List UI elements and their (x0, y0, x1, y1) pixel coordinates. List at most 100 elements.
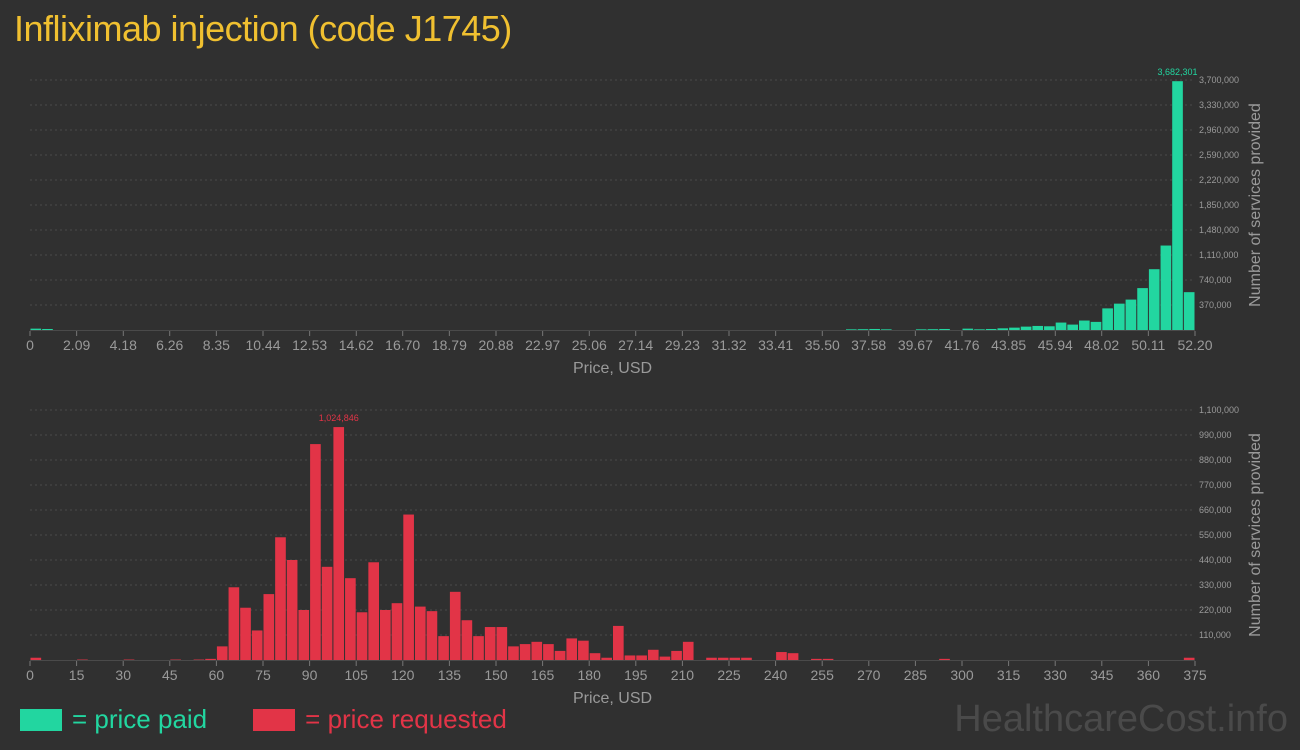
bar (240, 607, 251, 660)
x-tick-label: 52.20 (1177, 337, 1212, 353)
watermark: HealthcareCost.info (954, 698, 1288, 740)
x-tick-label: 29.23 (665, 337, 700, 353)
x-tick-label: 33.41 (758, 337, 793, 353)
bar (846, 329, 857, 331)
x-tick-label: 35.50 (805, 337, 840, 353)
bar (811, 658, 822, 660)
bar (915, 329, 927, 331)
x-tick-label: 315 (997, 667, 1021, 683)
y-tick-label: 2,220,000 (1199, 175, 1239, 185)
y-tick-label: 770,000 (1199, 480, 1232, 490)
bar (613, 625, 624, 660)
y-tick-label: 330,000 (1199, 580, 1232, 590)
x-tick-label: 15 (69, 667, 85, 683)
bar (426, 611, 438, 660)
bar (473, 636, 484, 660)
bar (787, 653, 799, 660)
bar (1172, 81, 1183, 330)
bar (333, 427, 345, 660)
bar (1044, 326, 1055, 330)
x-tick-label: 22.97 (525, 337, 560, 353)
bar (717, 657, 729, 660)
bar (1067, 324, 1078, 330)
bar (822, 658, 834, 660)
y-tick-label: 1,100,000 (1199, 405, 1239, 415)
bar (939, 328, 950, 330)
bar (985, 328, 997, 330)
x-tick-label: 4.18 (110, 337, 137, 353)
bar (30, 657, 42, 660)
x-tick-label: 330 (1044, 667, 1068, 683)
bar (857, 329, 869, 331)
x-tick-label: 45 (162, 667, 178, 683)
bar (543, 644, 554, 660)
x-tick-label: 31.32 (711, 337, 746, 353)
bar (345, 578, 356, 660)
x-tick-label: 6.26 (156, 337, 183, 353)
y-tick-label: 2,590,000 (1199, 150, 1239, 160)
bar (939, 658, 950, 660)
bar (776, 652, 787, 660)
x-tick-label: 50.11 (1131, 337, 1165, 353)
bar (1009, 327, 1020, 330)
bar (356, 612, 368, 660)
bar (647, 649, 659, 660)
bar (263, 594, 275, 660)
bar (275, 537, 286, 660)
x-axis-label: Price, USD (573, 360, 652, 377)
bar (42, 328, 53, 330)
x-tick-label: 43.85 (991, 337, 1026, 353)
price-requested-histogram: 110,000 220,000 330,000 440,000 550,000 660,0… (26, 405, 1264, 707)
legend-swatch-paid (20, 708, 62, 731)
y-tick-label: 1,110,000 (1199, 250, 1238, 260)
bar (927, 329, 939, 331)
y-tick-label: 2,960,000 (1199, 125, 1239, 135)
y-axis-label: Number of services provided (1247, 433, 1264, 637)
x-tick-label: 195 (624, 667, 648, 683)
x-tick-label: 360 (1137, 667, 1161, 683)
x-tick-label: 90 (302, 667, 318, 683)
bar (461, 620, 473, 660)
x-tick-label: 225 (717, 667, 741, 683)
bar (403, 514, 414, 660)
x-tick-label: 270 (857, 667, 881, 683)
x-tick-label: 30 (115, 667, 131, 683)
y-tick-label: 740,000 (1199, 275, 1232, 285)
legend-swatch-requested (253, 708, 296, 731)
x-tick-label: 10.44 (245, 337, 280, 353)
bar (974, 329, 985, 331)
y-tick-label: 3,700,000 (1199, 75, 1239, 85)
x-tick-label: 75 (255, 667, 271, 683)
bar (1183, 292, 1195, 330)
bar (414, 606, 426, 660)
y-tick-label: 1,850,000 (1199, 200, 1239, 210)
legend-item-requested: = price requested (253, 704, 507, 735)
bar (391, 603, 403, 660)
bar (869, 328, 880, 330)
bar (1183, 657, 1195, 660)
max-value-label: 3,682,301 (1158, 67, 1198, 77)
bar (601, 657, 612, 660)
x-tick-label: 41.76 (944, 337, 979, 353)
x-tick-label: 18.79 (432, 337, 467, 353)
legend-label-requested: = price requested (305, 704, 507, 734)
y-tick-label: 220,000 (1199, 605, 1232, 615)
y-tick-label: 1,480,000 (1199, 225, 1239, 235)
bar (589, 653, 601, 660)
x-tick-label: 16.70 (385, 337, 420, 353)
bar (1148, 269, 1160, 330)
price-paid-histogram: 370,000 740,000 1,110,000 1,480,000 1,850,00… (26, 67, 1264, 377)
bar (706, 657, 717, 660)
x-tick-label: 2.09 (63, 337, 90, 353)
bar (880, 329, 892, 331)
bar (624, 655, 636, 660)
bar (1102, 308, 1113, 330)
x-tick-label: 45.94 (1038, 337, 1073, 353)
y-tick-label: 550,000 (1199, 530, 1232, 540)
x-tick-label: 120 (391, 667, 415, 683)
x-tick-label: 0 (26, 337, 34, 353)
x-tick-label: 48.02 (1084, 337, 1119, 353)
bar (636, 655, 647, 660)
bar (508, 646, 519, 660)
